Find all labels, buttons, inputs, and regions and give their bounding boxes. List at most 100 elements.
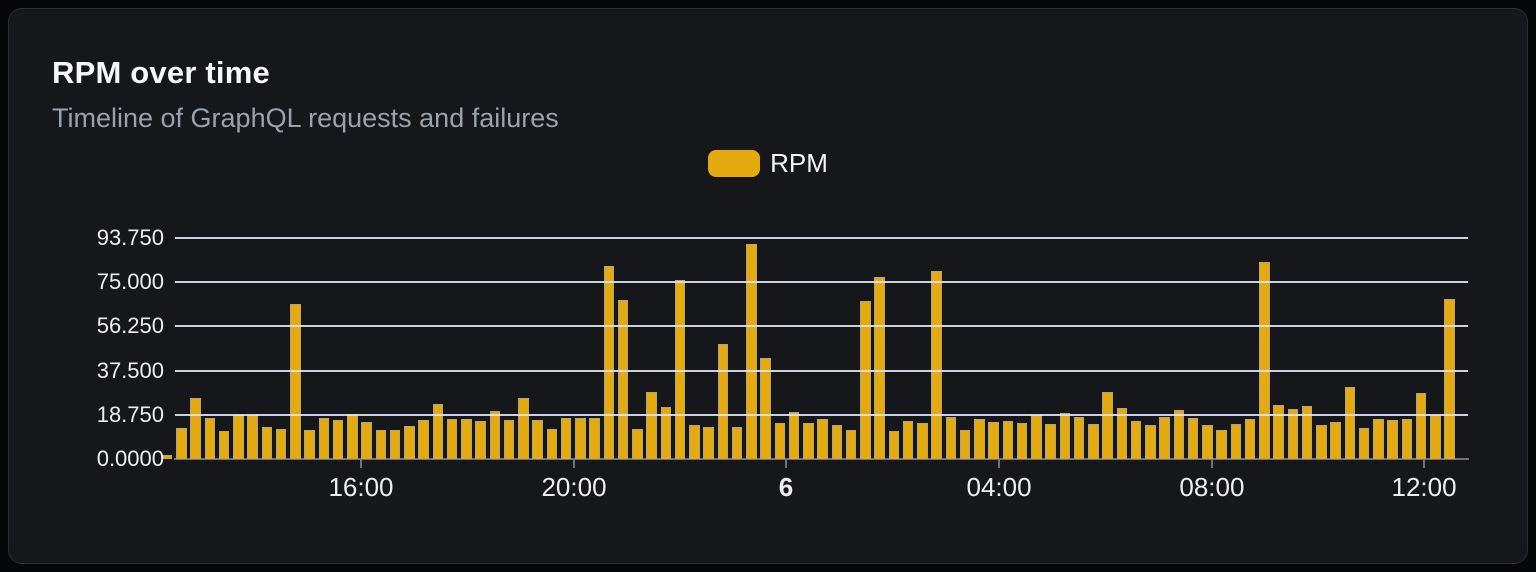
rpm-bar[interactable]: [945, 416, 957, 459]
rpm-bar[interactable]: [660, 407, 672, 459]
rpm-bar[interactable]: [917, 422, 928, 459]
rpm-bar[interactable]: [1344, 386, 1356, 459]
rpm-bar[interactable]: [717, 344, 729, 459]
rpm-bar[interactable]: [703, 426, 714, 459]
rpm-bar[interactable]: [361, 422, 372, 459]
rpm-bar[interactable]: [1316, 424, 1327, 459]
rpm-bar[interactable]: [446, 418, 458, 459]
bar-slot: [1129, 238, 1143, 459]
rpm-bar[interactable]: [888, 430, 900, 459]
rpm-bar[interactable]: [418, 420, 429, 459]
rpm-bar[interactable]: [1088, 423, 1099, 459]
rpm-bar[interactable]: [774, 423, 786, 459]
legend-label-rpm[interactable]: RPM: [770, 148, 828, 178]
rpm-bar[interactable]: [1145, 425, 1156, 459]
rpm-bar[interactable]: [617, 300, 629, 459]
rpm-bar[interactable]: [318, 418, 330, 459]
rpm-bar[interactable]: [1173, 410, 1185, 459]
bar-slot: [331, 238, 345, 459]
rpm-bar[interactable]: [1116, 408, 1128, 459]
rpm-bar[interactable]: [218, 431, 230, 459]
rpm-bar[interactable]: [988, 422, 999, 459]
rpm-bar[interactable]: [176, 428, 187, 459]
rpm-bar[interactable]: [489, 410, 501, 459]
rpm-bar[interactable]: [803, 422, 814, 459]
rpm-bar[interactable]: [1159, 417, 1170, 459]
rpm-bar[interactable]: [261, 427, 273, 459]
rpm-bar[interactable]: [1444, 299, 1455, 459]
rpm-bar[interactable]: [1230, 424, 1242, 459]
rpm-bar[interactable]: [1130, 421, 1142, 459]
rpm-bar[interactable]: [247, 415, 258, 459]
rpm-bar[interactable]: [190, 398, 201, 459]
rpm-bar[interactable]: [902, 421, 914, 459]
rpm-bar[interactable]: [432, 404, 444, 459]
x-axis-tick-label: 12:00: [1391, 472, 1457, 502]
rpm-bar[interactable]: [1401, 419, 1413, 459]
rpm-bar[interactable]: [1031, 414, 1042, 459]
rpm-bar[interactable]: [1187, 417, 1199, 459]
rpm-bar[interactable]: [1373, 419, 1384, 459]
rpm-bar[interactable]: [347, 414, 358, 459]
rpm-bar[interactable]: [546, 428, 558, 459]
rpm-bar[interactable]: [275, 428, 287, 459]
rpm-bar[interactable]: [1073, 417, 1085, 459]
rpm-bar[interactable]: [931, 270, 942, 459]
rpm-bar[interactable]: [874, 276, 885, 459]
bar-slot: [1286, 238, 1300, 459]
rpm-bar[interactable]: [575, 417, 586, 459]
rpm-bar[interactable]: [646, 391, 657, 459]
rpm-bar[interactable]: [1016, 422, 1028, 459]
rpm-bar[interactable]: [860, 300, 871, 459]
rpm-bar[interactable]: [161, 454, 173, 459]
rpm-bar[interactable]: [674, 279, 686, 459]
rpm-bar[interactable]: [375, 430, 387, 459]
rpm-bar[interactable]: [1287, 409, 1299, 459]
rpm-bar[interactable]: [1358, 428, 1370, 459]
rpm-bar[interactable]: [1387, 420, 1398, 459]
rpm-bar[interactable]: [589, 417, 600, 459]
y-axis-tick-label: 0.0000: [96, 446, 164, 471]
rpm-bar[interactable]: [1002, 421, 1014, 459]
rpm-bar[interactable]: [1430, 415, 1441, 459]
rpm-bar[interactable]: [731, 426, 743, 459]
rpm-bar[interactable]: [1301, 405, 1313, 459]
rpm-bar[interactable]: [1330, 421, 1341, 459]
rpm-bar[interactable]: [1216, 429, 1227, 459]
bar-slot: [1386, 238, 1400, 459]
rpm-bar[interactable]: [689, 424, 700, 459]
gridline: [175, 413, 1468, 416]
legend-swatch-rpm[interactable]: [708, 150, 761, 177]
rpm-bar[interactable]: [1415, 393, 1427, 459]
rpm-bar[interactable]: [603, 265, 615, 459]
rpm-bar[interactable]: [204, 418, 216, 459]
rpm-bar[interactable]: [503, 420, 515, 459]
rpm-bar[interactable]: [1102, 392, 1113, 459]
rpm-bar[interactable]: [304, 430, 315, 459]
rpm-bar[interactable]: [532, 419, 543, 459]
rpm-bar[interactable]: [1273, 405, 1284, 459]
rpm-bar[interactable]: [475, 420, 486, 459]
rpm-bar[interactable]: [404, 425, 415, 459]
rpm-bar[interactable]: [817, 418, 828, 459]
rpm-bar[interactable]: [560, 418, 572, 459]
rpm-bar[interactable]: [974, 418, 985, 459]
rpm-bar[interactable]: [845, 430, 857, 459]
rpm-bar[interactable]: [1059, 412, 1071, 459]
rpm-bar[interactable]: [1244, 418, 1256, 459]
rpm-bar[interactable]: [389, 429, 401, 459]
rpm-bar[interactable]: [518, 397, 529, 459]
rpm-bar[interactable]: [233, 415, 244, 459]
rpm-bar[interactable]: [290, 304, 301, 459]
rpm-bar[interactable]: [831, 424, 843, 459]
rpm-bar[interactable]: [332, 420, 344, 459]
rpm-bar[interactable]: [788, 412, 800, 459]
rpm-bar[interactable]: [760, 357, 771, 459]
rpm-bar[interactable]: [746, 244, 757, 459]
rpm-bar[interactable]: [959, 430, 971, 459]
rpm-bar[interactable]: [632, 429, 643, 459]
rpm-bar[interactable]: [1202, 424, 1213, 459]
rpm-bar[interactable]: [461, 418, 472, 459]
rpm-bar[interactable]: [1045, 424, 1056, 459]
rpm-bar[interactable]: [1259, 262, 1270, 459]
